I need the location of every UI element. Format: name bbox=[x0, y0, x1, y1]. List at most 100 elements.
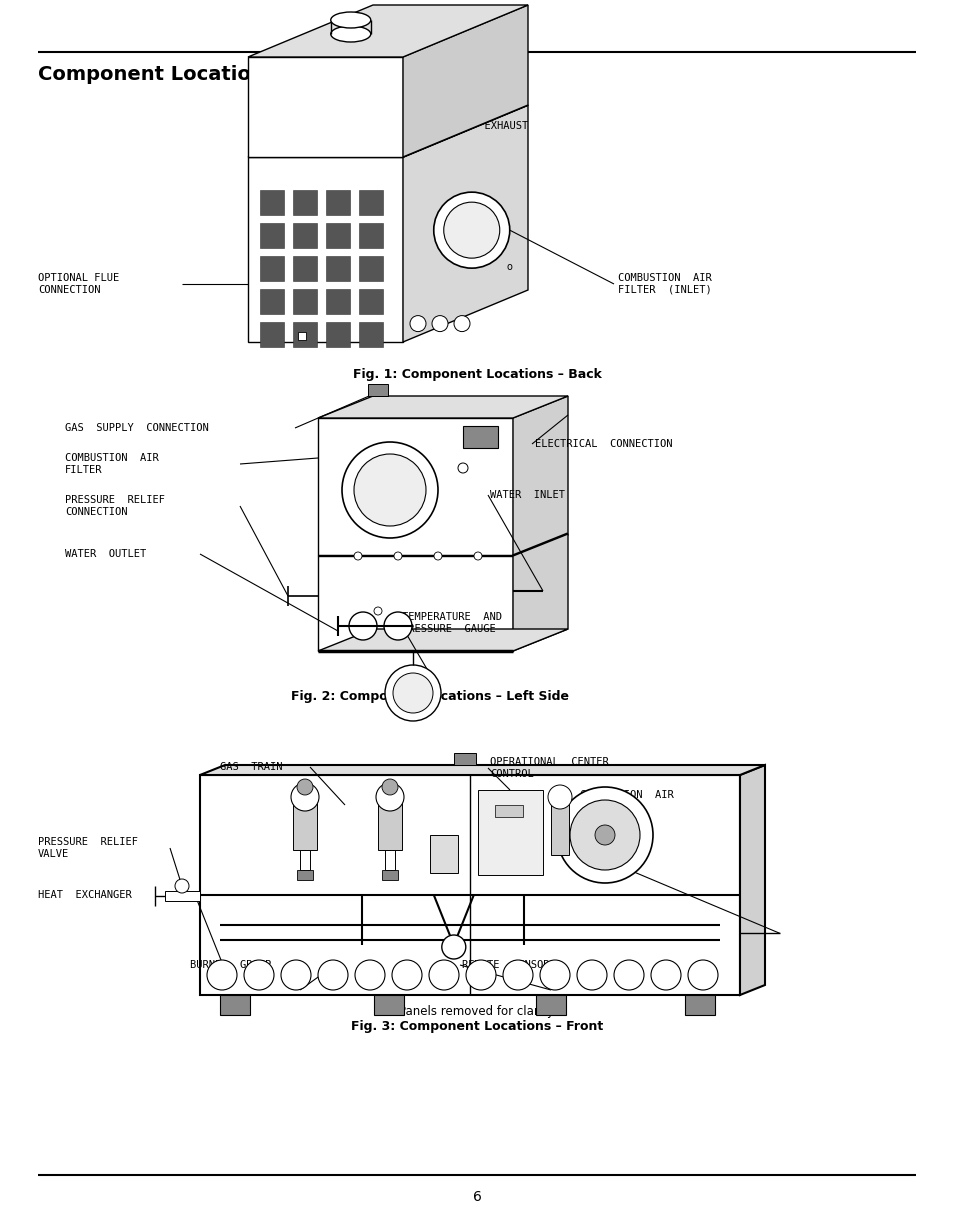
Circle shape bbox=[385, 665, 440, 721]
Bar bbox=[317, 556, 513, 652]
Text: HEAT  EXCHANGER: HEAT EXCHANGER bbox=[38, 890, 132, 899]
Text: PRESSURE  RELIEF: PRESSURE RELIEF bbox=[38, 837, 138, 847]
Circle shape bbox=[393, 672, 433, 713]
Circle shape bbox=[392, 960, 421, 990]
Circle shape bbox=[281, 960, 311, 990]
Bar bbox=[293, 223, 316, 248]
Bar bbox=[358, 223, 382, 248]
Circle shape bbox=[291, 783, 318, 811]
Bar bbox=[297, 333, 306, 340]
Circle shape bbox=[296, 779, 313, 795]
Bar bbox=[260, 321, 284, 347]
Bar bbox=[260, 290, 284, 314]
Circle shape bbox=[354, 552, 361, 560]
Circle shape bbox=[317, 960, 348, 990]
Circle shape bbox=[465, 960, 496, 990]
Text: Panels removed for clarity: Panels removed for clarity bbox=[399, 1005, 554, 1018]
Circle shape bbox=[434, 193, 509, 269]
Bar bbox=[293, 800, 316, 850]
Circle shape bbox=[432, 315, 448, 331]
Circle shape bbox=[349, 612, 376, 640]
Bar bbox=[381, 870, 397, 880]
Text: BLOWER: BLOWER bbox=[579, 802, 617, 812]
Bar bbox=[454, 753, 476, 764]
Bar bbox=[293, 290, 316, 314]
Text: PRESSURE  GAUGE: PRESSURE GAUGE bbox=[401, 625, 496, 634]
Circle shape bbox=[577, 960, 606, 990]
Bar bbox=[317, 418, 513, 556]
Bar bbox=[296, 870, 313, 880]
Bar bbox=[293, 321, 316, 347]
Text: ELECTRICAL  CONNECTION: ELECTRICAL CONNECTION bbox=[535, 439, 672, 449]
Text: OPTIONAL FLUE: OPTIONAL FLUE bbox=[38, 272, 119, 283]
Circle shape bbox=[557, 787, 652, 883]
Circle shape bbox=[502, 960, 533, 990]
Bar bbox=[326, 321, 350, 347]
Circle shape bbox=[341, 442, 437, 537]
Bar bbox=[358, 190, 382, 215]
Text: IGNITER: IGNITER bbox=[579, 843, 623, 853]
Bar bbox=[293, 190, 316, 215]
Text: 6: 6 bbox=[472, 1190, 481, 1204]
Text: WATER  INLET: WATER INLET bbox=[490, 490, 564, 499]
Text: FILTER  (INLET): FILTER (INLET) bbox=[618, 285, 711, 294]
Polygon shape bbox=[248, 5, 527, 56]
Text: GAS  SUPPLY  CONNECTION: GAS SUPPLY CONNECTION bbox=[65, 423, 209, 433]
Text: Fig. 3: Component Locations – Front: Fig. 3: Component Locations – Front bbox=[351, 1020, 602, 1033]
Circle shape bbox=[614, 960, 643, 990]
Polygon shape bbox=[248, 56, 402, 157]
Bar bbox=[684, 995, 714, 1015]
Text: OPERATIONAL  CENTER: OPERATIONAL CENTER bbox=[490, 757, 608, 767]
Ellipse shape bbox=[331, 26, 371, 42]
Text: BURNER  GROUP: BURNER GROUP bbox=[190, 960, 271, 971]
Polygon shape bbox=[248, 157, 402, 342]
Text: o: o bbox=[506, 261, 512, 271]
Polygon shape bbox=[200, 764, 764, 775]
Text: Fig. 1: Component Locations – Back: Fig. 1: Component Locations – Back bbox=[353, 368, 600, 382]
Polygon shape bbox=[513, 534, 567, 652]
Text: COMBUSTION  AIR: COMBUSTION AIR bbox=[65, 453, 158, 463]
Bar bbox=[462, 426, 497, 448]
Circle shape bbox=[374, 607, 381, 615]
Polygon shape bbox=[248, 106, 527, 157]
Polygon shape bbox=[402, 106, 527, 342]
Circle shape bbox=[547, 785, 572, 809]
Circle shape bbox=[174, 879, 189, 893]
Polygon shape bbox=[317, 629, 567, 652]
Bar bbox=[326, 290, 350, 314]
Bar bbox=[358, 256, 382, 281]
Bar bbox=[551, 800, 568, 855]
Bar bbox=[165, 891, 200, 901]
Circle shape bbox=[650, 960, 680, 990]
Circle shape bbox=[457, 463, 468, 472]
Text: PRESSURE  RELIEF: PRESSURE RELIEF bbox=[65, 494, 165, 506]
Text: COMBUSTION  AIR: COMBUSTION AIR bbox=[618, 272, 711, 283]
Bar bbox=[358, 290, 382, 314]
Text: Fig. 2: Component Locations – Left Side: Fig. 2: Component Locations – Left Side bbox=[291, 690, 568, 703]
Circle shape bbox=[443, 202, 499, 258]
Text: REMOTE  SENSOR: REMOTE SENSOR bbox=[461, 960, 549, 971]
Bar bbox=[326, 223, 350, 248]
Bar bbox=[260, 190, 284, 215]
Circle shape bbox=[244, 960, 274, 990]
Circle shape bbox=[394, 552, 401, 560]
Text: CONTROL: CONTROL bbox=[490, 769, 533, 779]
Circle shape bbox=[429, 960, 458, 990]
Ellipse shape bbox=[331, 12, 371, 28]
Circle shape bbox=[375, 783, 403, 811]
Polygon shape bbox=[740, 764, 764, 995]
Circle shape bbox=[207, 960, 236, 990]
Bar bbox=[293, 256, 316, 281]
Bar bbox=[430, 836, 457, 872]
Bar bbox=[326, 256, 350, 281]
Text: CONNECTION: CONNECTION bbox=[65, 507, 128, 517]
Bar bbox=[477, 790, 542, 875]
Bar bbox=[536, 995, 565, 1015]
Text: Component Locations: Component Locations bbox=[38, 65, 276, 83]
Circle shape bbox=[410, 315, 426, 331]
Text: TEMPERATURE  AND: TEMPERATURE AND bbox=[401, 612, 501, 622]
Text: VALVE: VALVE bbox=[38, 849, 70, 859]
Circle shape bbox=[355, 960, 385, 990]
Polygon shape bbox=[513, 396, 567, 556]
Bar bbox=[358, 321, 382, 347]
